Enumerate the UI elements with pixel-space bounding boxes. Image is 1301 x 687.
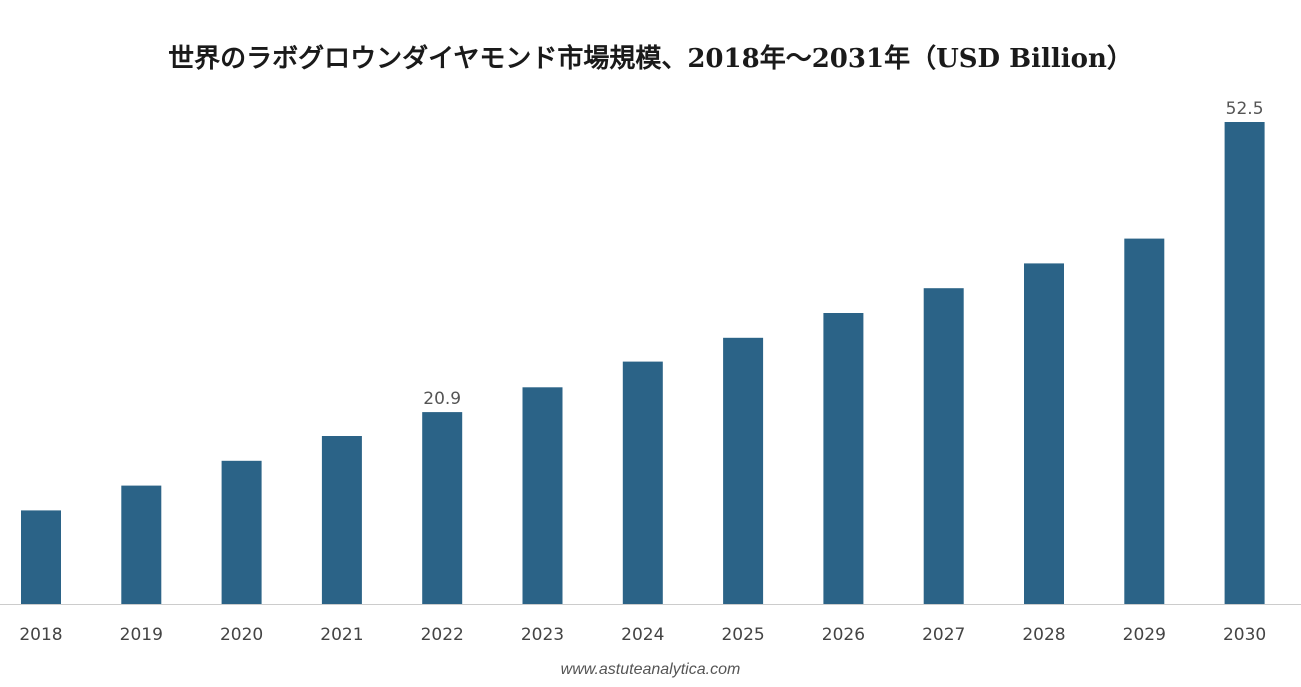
x-tick-2030: 2030 xyxy=(1223,625,1266,645)
x-tick-2024: 2024 xyxy=(621,625,664,645)
bar-2023 xyxy=(522,387,563,604)
data-label-2030: 52.5 xyxy=(1226,99,1264,119)
bars-group xyxy=(21,122,1265,604)
bar-2021 xyxy=(321,436,362,604)
x-tick-2020: 2020 xyxy=(220,625,263,645)
bar-2026 xyxy=(823,313,864,604)
bar-2025 xyxy=(723,337,764,604)
bar-2024 xyxy=(622,361,663,604)
bar-2019 xyxy=(121,485,162,604)
data-label-2022: 20.9 xyxy=(423,389,461,409)
bar-2020 xyxy=(221,460,262,604)
x-tick-2025: 2025 xyxy=(721,625,764,645)
x-tick-2022: 2022 xyxy=(421,625,464,645)
x-tick-2021: 2021 xyxy=(320,625,363,645)
bar-2027 xyxy=(923,288,964,604)
bar-2018 xyxy=(21,510,61,604)
x-tick-2029: 2029 xyxy=(1123,625,1166,645)
chart-title: 世界のラボグロウンダイヤモンド市場規模、2018年～2031年（USD Bill… xyxy=(168,44,1133,74)
watermark: www.astuteanalytica.com xyxy=(560,661,741,678)
x-tick-2018: 2018 xyxy=(19,625,62,645)
bar-2028 xyxy=(1024,263,1064,604)
bar-2022 xyxy=(422,412,463,604)
bar-2029 xyxy=(1124,238,1165,604)
x-tick-2027: 2027 xyxy=(922,625,965,645)
x-tick-labels-group: 2018 2019 2020 2021 2022 2023 2024 2025 2026 2027… xyxy=(19,625,1266,645)
value-labels-group: 20.9 52.5 xyxy=(423,99,1263,409)
bar-2030 xyxy=(1224,122,1265,604)
x-tick-2019: 2019 xyxy=(120,625,163,645)
x-tick-2026: 2026 xyxy=(822,625,865,645)
x-tick-2028: 2028 xyxy=(1022,625,1065,645)
x-tick-2023: 2023 xyxy=(521,625,564,645)
